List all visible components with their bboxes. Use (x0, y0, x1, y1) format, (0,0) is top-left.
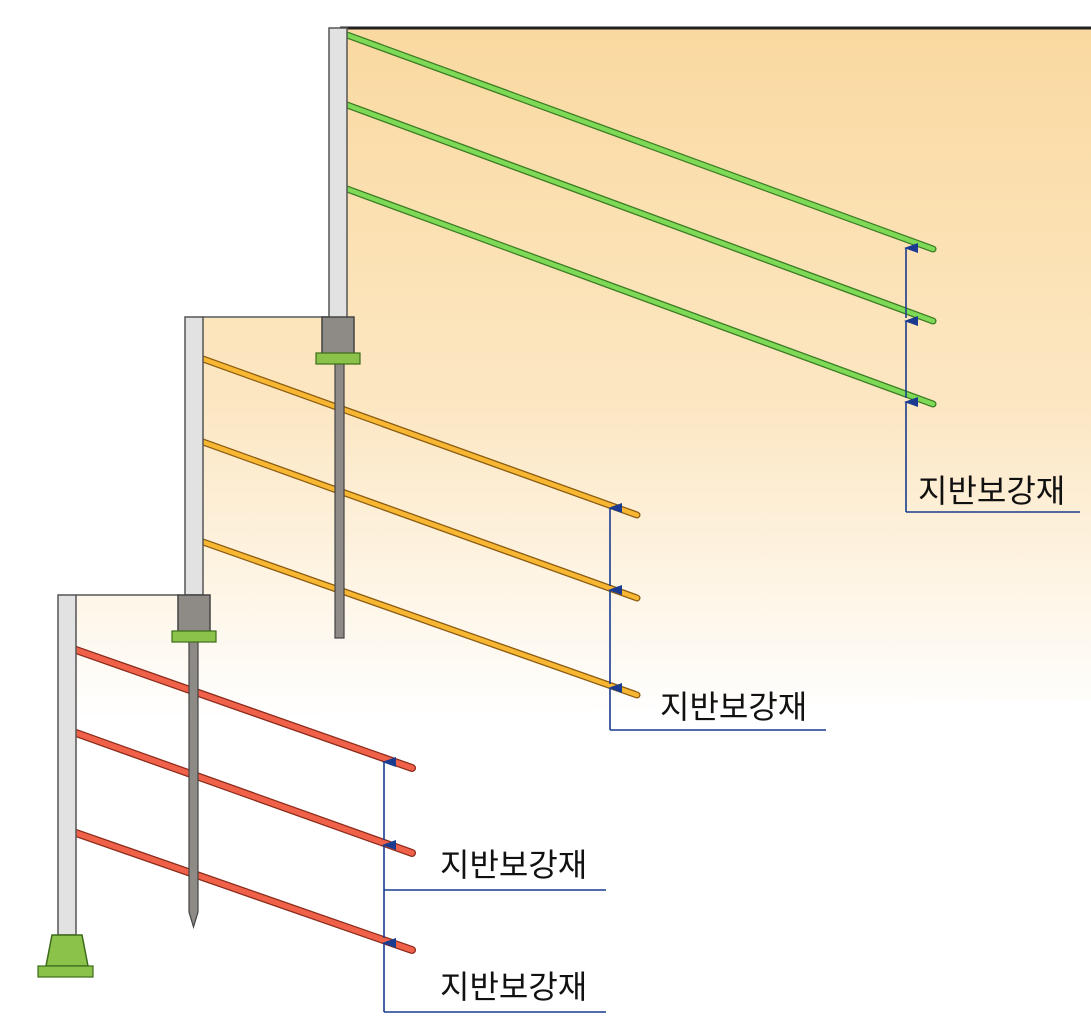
middle-anchor (171, 594, 217, 930)
tier1-reinforcement-label: 지반보강재 (918, 472, 1065, 510)
reinforcement-strip (200, 539, 640, 698)
tier3-reinforcement-label-lower: 지반보강재 (440, 968, 587, 1006)
middle-wall-panel (184, 316, 204, 596)
middle-dimension (608, 503, 826, 731)
anchor-pad (171, 630, 217, 643)
backfill-soil (60, 28, 1091, 720)
reinforcement-strip (344, 102, 936, 324)
anchor-bracket (321, 316, 355, 356)
anchor-pad (315, 352, 361, 365)
wall-footing (37, 934, 94, 978)
middle-reinforcements (199, 355, 641, 699)
upper-dimension (904, 243, 1080, 513)
upper-anchor (315, 316, 361, 639)
upper-reinforcements (343, 31, 937, 408)
footing-base (37, 965, 94, 978)
lower-dimension (382, 757, 606, 1013)
anchor-rod (334, 362, 345, 639)
reinforcement-strip (344, 32, 936, 252)
upper-wall-panel (328, 27, 348, 319)
lower-wall-panel (57, 594, 77, 936)
reinforcement-strip (73, 730, 415, 856)
footing-block (45, 934, 89, 967)
reinforcement-strip (200, 439, 640, 601)
reinforcement-strip (73, 647, 415, 771)
anchor-rod (188, 640, 199, 930)
tier3-reinforcement-label-upper: 지반보강재 (440, 846, 587, 884)
anchor-bracket (177, 594, 211, 634)
lower-reinforcements (72, 646, 416, 954)
reinforcement-strip (200, 356, 640, 518)
reinforcement-strip (344, 186, 936, 407)
tier2-reinforcement-label: 지반보강재 (660, 688, 807, 726)
reinforcement-strip (73, 830, 415, 953)
